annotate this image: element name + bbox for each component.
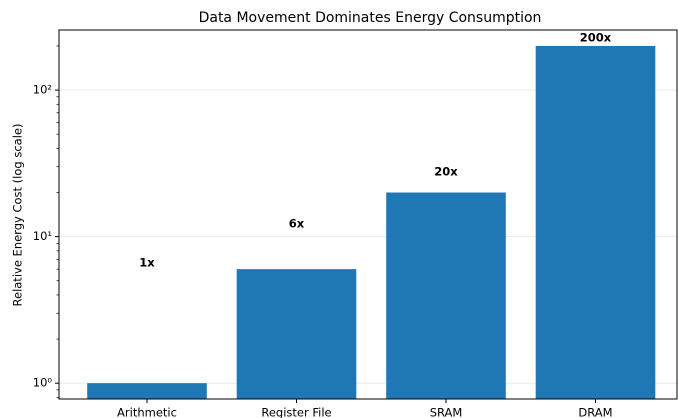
bar (87, 383, 207, 399)
value-label: 6x (289, 217, 305, 231)
value-label: 1x (139, 256, 155, 270)
x-tick-label: SRAM (430, 406, 463, 418)
chart-title: Data Movement Dominates Energy Consumpti… (199, 10, 542, 26)
bar (535, 45, 656, 400)
value-label: 200x (580, 31, 612, 45)
value-label: 20x (434, 165, 458, 179)
x-tick-label: DRAM (578, 406, 612, 418)
x-tick-label: Register File (261, 406, 331, 418)
plot-frame (58, 29, 678, 400)
x-tick-label: Arithmetic (117, 406, 177, 418)
y-tick-label: 10⁰ (33, 376, 53, 390)
y-tick-label: 10² (33, 83, 52, 97)
bar (386, 192, 506, 399)
y-axis-label: Relative Energy Cost (log scale) (11, 124, 25, 307)
bar (236, 269, 357, 399)
y-tick-label: 10¹ (33, 229, 52, 243)
